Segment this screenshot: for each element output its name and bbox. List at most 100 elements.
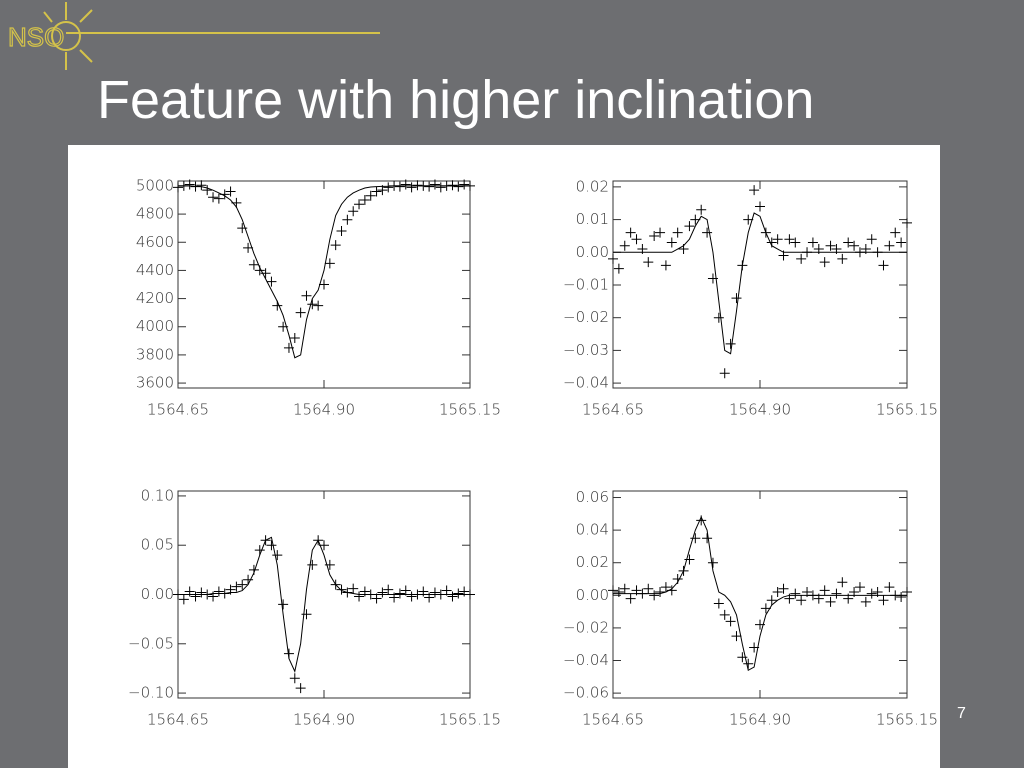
data-point <box>631 585 642 596</box>
data-point <box>359 586 370 597</box>
logo-text: NSO <box>8 22 64 52</box>
data-point <box>849 587 860 598</box>
y-tick-label: 0.05 <box>141 536 174 554</box>
y-tick-label: 0.02 <box>576 177 609 195</box>
data-point <box>619 583 630 594</box>
data-point <box>289 673 300 684</box>
x-tick-label: 1564.90 <box>729 401 791 419</box>
data-point <box>313 535 324 546</box>
data-point <box>696 204 707 215</box>
page-number: 7 <box>957 705 966 722</box>
data-point <box>418 586 429 597</box>
y-tick-label: −0.04 <box>563 651 609 669</box>
data-point <box>248 259 259 270</box>
data-point <box>213 586 224 597</box>
data-point <box>465 589 475 600</box>
data-point <box>348 583 359 594</box>
data-point <box>872 587 883 598</box>
data-point <box>400 179 411 190</box>
data-point <box>713 312 724 323</box>
data-point <box>260 268 271 279</box>
data-point <box>459 586 470 597</box>
data-point <box>248 564 259 575</box>
data-point <box>731 631 742 642</box>
data-point <box>365 190 376 201</box>
data-point <box>896 237 907 248</box>
data-point <box>237 223 248 234</box>
data-point <box>254 545 265 556</box>
data-point <box>678 244 689 255</box>
data-point <box>755 619 765 630</box>
data-point <box>389 180 400 191</box>
data-point <box>278 321 289 332</box>
data-point <box>719 609 730 620</box>
data-point <box>266 276 277 287</box>
data-point <box>890 590 901 601</box>
data-point <box>383 182 394 193</box>
data-point <box>459 179 470 190</box>
x-tick-label: 1564.65 <box>147 401 209 419</box>
data-point <box>190 181 201 192</box>
data-point <box>813 244 824 255</box>
data-point <box>283 342 294 353</box>
y-tick-label: 4600 <box>136 233 174 251</box>
x-tick-label: 1564.90 <box>729 711 791 729</box>
data-point <box>766 595 777 606</box>
data-point <box>643 257 654 268</box>
y-tick-label: −0.04 <box>563 374 609 392</box>
data-point <box>772 587 783 598</box>
data-point <box>313 300 324 311</box>
data-point <box>737 652 748 663</box>
data-point <box>707 557 718 568</box>
data-point <box>702 533 713 544</box>
data-point <box>225 186 236 197</box>
data-point <box>447 591 458 602</box>
data-point <box>784 593 795 604</box>
data-point <box>324 559 335 570</box>
data-point <box>860 596 871 607</box>
data-point <box>441 180 452 191</box>
data-point <box>678 565 689 576</box>
data-point <box>208 192 219 203</box>
data-point <box>429 587 440 598</box>
data-point <box>178 180 189 191</box>
data-point <box>802 587 813 598</box>
data-point <box>225 584 236 595</box>
data-point <box>625 227 636 238</box>
data-point <box>435 182 446 193</box>
data-point <box>766 237 777 248</box>
data-point <box>342 587 353 598</box>
data-point <box>365 589 376 600</box>
data-point <box>655 227 666 238</box>
data-point <box>289 333 300 344</box>
data-point <box>295 307 306 318</box>
figure-panel <box>68 145 940 768</box>
data-point <box>843 593 854 604</box>
data-point <box>202 589 213 600</box>
data-point <box>213 193 224 204</box>
data-point <box>860 244 871 255</box>
data-point <box>837 577 848 588</box>
data-point <box>441 585 452 596</box>
x-tick-label: 1564.65 <box>147 711 209 729</box>
data-point <box>237 579 248 590</box>
data-point <box>453 588 464 599</box>
data-point <box>749 185 760 196</box>
data-point <box>772 234 783 245</box>
data-point <box>719 368 730 379</box>
data-point <box>389 592 400 603</box>
data-point <box>613 587 624 598</box>
y-tick-label: 3800 <box>136 345 174 363</box>
data-point <box>866 234 877 245</box>
data-point <box>394 181 405 192</box>
data-point <box>854 247 865 258</box>
data-point <box>406 591 417 602</box>
data-point <box>412 180 423 191</box>
data-point <box>178 594 189 605</box>
y-tick-label: 0.02 <box>576 553 609 571</box>
data-point <box>231 197 242 208</box>
data-point <box>307 559 318 570</box>
data-point <box>731 293 742 304</box>
